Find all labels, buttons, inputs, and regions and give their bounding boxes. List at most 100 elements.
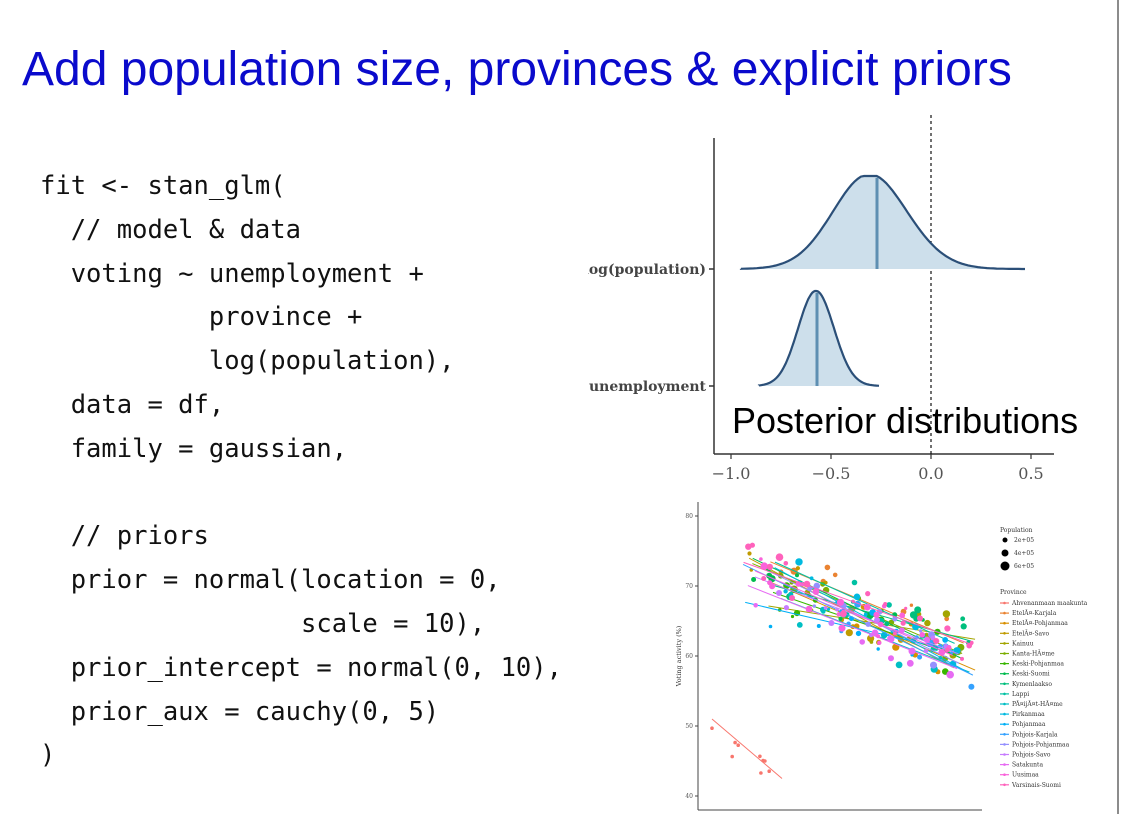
province-legend-dot	[1003, 712, 1006, 716]
data-point	[751, 577, 757, 582]
data-point	[876, 634, 881, 639]
code-line: voting ~ unemployment +	[40, 258, 424, 289]
series-label: log(population)	[588, 262, 706, 278]
data-point	[865, 621, 871, 627]
scatter-y-tick-label: 40	[685, 793, 693, 800]
province-legend-dot	[1003, 652, 1006, 655]
data-point	[828, 620, 835, 626]
data-point	[812, 588, 820, 595]
data-point	[795, 558, 803, 566]
data-point	[917, 615, 923, 622]
data-point	[832, 572, 838, 578]
province-legend-label: Varsinais-Suomi	[1011, 782, 1061, 789]
data-point	[836, 598, 845, 606]
province-legend-dot	[1003, 743, 1006, 746]
code-line: prior_aux = cauchy(0, 5)	[40, 696, 440, 727]
data-point	[783, 561, 789, 566]
data-point	[960, 623, 967, 630]
data-point	[938, 648, 946, 656]
regression-line	[747, 585, 958, 670]
data-point	[960, 616, 966, 622]
province-legend-dot	[1003, 611, 1006, 615]
province-legend-dot	[1003, 682, 1006, 686]
x-tick-label: 0.0	[918, 464, 943, 483]
province-legend-title: Province	[1000, 589, 1027, 596]
data-point	[766, 563, 773, 571]
regression-line	[743, 561, 973, 646]
data-point	[869, 640, 874, 644]
data-point	[887, 635, 895, 643]
data-point	[942, 610, 951, 618]
density-line-unemployment	[757, 289, 880, 387]
province-legend-label: Pohjois-Savo	[1012, 752, 1051, 759]
province-legend-label: Kainuu	[1012, 640, 1034, 647]
x-tick-label: 0.5	[1018, 464, 1043, 483]
data-point	[914, 606, 922, 614]
data-point	[840, 610, 847, 618]
data-point	[871, 629, 879, 637]
province-legend-label: Kanta-HÃ¤me	[1012, 650, 1055, 658]
data-point	[933, 638, 940, 645]
data-point	[918, 629, 923, 633]
data-point	[909, 603, 914, 607]
province-legend-dot	[1003, 733, 1006, 736]
data-point	[838, 624, 846, 632]
data-point	[753, 603, 758, 608]
data-point	[795, 566, 800, 571]
code-line: // model & data	[40, 214, 301, 245]
population-legend-title: Population	[1000, 527, 1033, 534]
x-tick-label: −1.0	[712, 464, 751, 483]
data-point	[877, 640, 882, 645]
regression-line	[774, 561, 955, 644]
data-point	[783, 605, 789, 611]
province-legend-label: PÃ¤ijÃ¤t-HÃ¤me	[1012, 700, 1063, 708]
code-line: // priors	[40, 521, 209, 552]
code-line	[40, 472, 562, 516]
code-line: scale = 10),	[40, 608, 486, 639]
x-tick-label: −0.5	[812, 464, 851, 483]
province-legend-label: Pirkanmaa	[1012, 711, 1045, 718]
data-point	[877, 621, 884, 628]
data-point	[783, 589, 788, 594]
data-point	[836, 612, 841, 617]
code-line: log(population),	[40, 346, 455, 377]
scatter-y-tick-label: 50	[685, 723, 693, 730]
province-legend-label: Uusimaa	[1012, 772, 1039, 779]
province-legend-label: Ahvenanmaan maakunta	[1011, 600, 1088, 607]
data-point	[924, 619, 931, 627]
data-point	[960, 656, 964, 661]
regression-line	[745, 601, 954, 652]
data-point	[909, 611, 918, 619]
series-label: unemployment	[589, 379, 707, 395]
data-point	[789, 595, 795, 601]
data-point	[923, 648, 929, 654]
data-point	[805, 605, 813, 613]
province-legend-dot	[1003, 722, 1006, 726]
code-line: province +	[40, 302, 363, 333]
data-point	[904, 606, 908, 610]
data-point	[919, 632, 925, 638]
regression-line	[755, 570, 953, 656]
data-point	[874, 617, 880, 623]
slide-right-border	[1117, 0, 1119, 814]
data-point	[745, 543, 752, 550]
data-point	[845, 629, 853, 637]
code-line: family = gaussian,	[40, 433, 348, 464]
density-area-log-population	[741, 176, 1025, 269]
slide-title: Add population size, provinces & explici…	[22, 43, 1012, 96]
data-point	[736, 743, 740, 747]
data-point	[835, 607, 839, 612]
data-point	[884, 621, 890, 627]
data-point	[760, 562, 768, 570]
data-point	[710, 726, 714, 730]
density-area-unemployment	[759, 291, 879, 386]
data-point	[851, 599, 855, 603]
province-legend-label: Satakunta	[1012, 762, 1043, 769]
data-point	[826, 607, 831, 611]
data-point	[761, 576, 767, 581]
regression-line	[711, 718, 783, 779]
posterior-caption: Posterior distributions	[732, 400, 1079, 441]
data-point	[944, 647, 950, 653]
data-point	[865, 591, 871, 597]
data-point	[895, 661, 903, 669]
